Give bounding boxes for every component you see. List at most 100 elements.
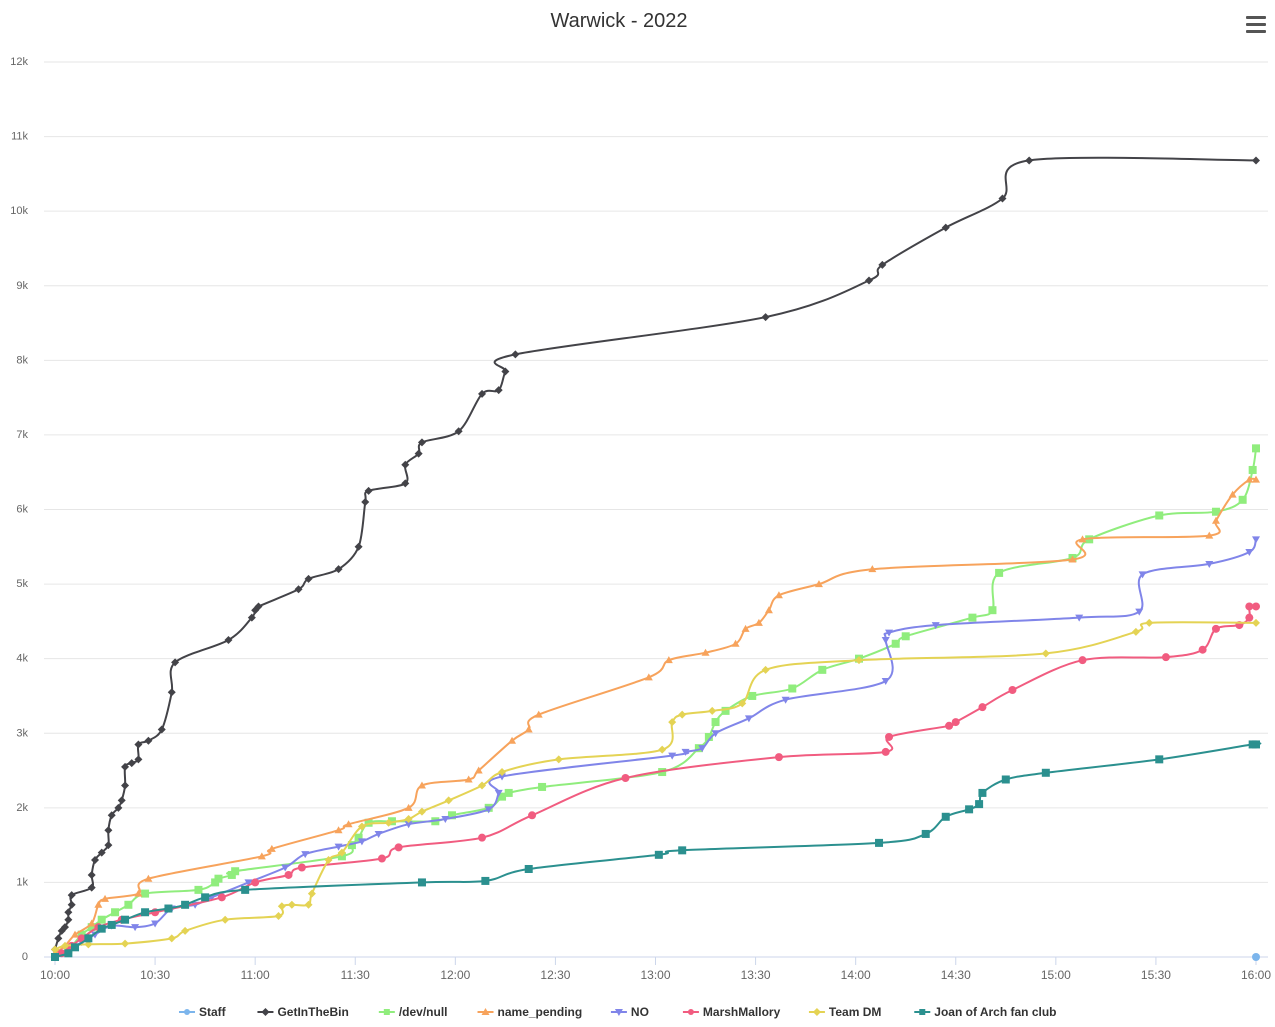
data-point[interactable] <box>1131 627 1140 636</box>
data-point[interactable] <box>1252 475 1260 483</box>
data-point[interactable] <box>1138 571 1147 579</box>
data-point[interactable] <box>221 915 230 924</box>
data-point[interactable] <box>97 924 106 933</box>
data-point[interactable] <box>87 923 96 932</box>
data-point[interactable] <box>144 736 153 745</box>
data-point[interactable] <box>538 782 547 791</box>
data-point[interactable] <box>1211 624 1220 633</box>
data-point[interactable] <box>444 796 453 805</box>
data-point[interactable] <box>764 606 773 614</box>
data-point[interactable] <box>67 900 76 909</box>
data-point[interactable] <box>901 632 910 641</box>
data-point[interactable] <box>781 696 790 704</box>
data-point[interactable] <box>721 706 730 715</box>
data-point[interactable] <box>868 565 877 573</box>
data-point[interactable] <box>357 822 366 831</box>
data-point[interactable] <box>364 486 373 495</box>
data-point[interactable] <box>394 843 403 852</box>
data-point[interactable] <box>668 718 677 727</box>
data-point[interactable] <box>708 706 717 715</box>
data-point[interactable] <box>1205 531 1214 539</box>
data-point[interactable] <box>87 870 96 879</box>
data-point[interactable] <box>694 744 703 753</box>
data-point[interactable] <box>121 781 130 790</box>
chart-menu-button[interactable] <box>1242 12 1270 40</box>
data-point[interactable] <box>181 926 190 935</box>
data-point[interactable] <box>508 736 517 744</box>
data-point[interactable] <box>501 367 510 376</box>
data-point[interactable] <box>1161 653 1170 662</box>
data-point[interactable] <box>474 766 483 774</box>
data-point[interactable] <box>354 833 363 842</box>
legend-marker[interactable] <box>183 1009 190 1015</box>
data-point[interactable] <box>931 622 940 630</box>
legend-item[interactable]: Team DM <box>808 1005 881 1019</box>
data-point[interactable] <box>968 613 977 622</box>
data-point[interactable] <box>241 885 250 894</box>
data-point[interactable] <box>654 850 663 859</box>
data-point[interactable] <box>304 900 313 909</box>
data-point[interactable] <box>1252 618 1260 627</box>
data-point[interactable] <box>478 389 487 398</box>
data-point[interactable] <box>121 762 130 771</box>
data-point[interactable] <box>464 775 473 783</box>
data-point[interactable] <box>121 939 130 948</box>
data-point[interactable] <box>64 949 73 958</box>
data-point[interactable] <box>104 826 113 835</box>
data-point[interactable] <box>965 805 974 814</box>
data-point[interactable] <box>294 585 303 594</box>
data-point[interactable] <box>1245 613 1254 622</box>
data-point[interactable] <box>134 889 143 897</box>
data-point[interactable] <box>51 953 59 961</box>
data-point[interactable] <box>194 885 203 894</box>
data-point[interactable] <box>1155 511 1164 520</box>
data-point[interactable] <box>494 386 503 395</box>
data-point[interactable] <box>51 945 59 954</box>
legend-marker[interactable] <box>687 1009 694 1015</box>
data-point[interactable] <box>257 852 266 860</box>
legend-item[interactable]: GetInTheBin <box>257 1005 349 1019</box>
data-point[interactable] <box>107 920 116 929</box>
data-point[interactable] <box>307 889 316 898</box>
data-point[interactable] <box>107 811 116 820</box>
data-point[interactable] <box>891 639 900 648</box>
data-point[interactable] <box>417 438 426 447</box>
data-point[interactable] <box>417 807 426 816</box>
data-point[interactable] <box>404 821 413 829</box>
data-point[interactable] <box>1041 649 1050 658</box>
data-point[interactable] <box>334 843 343 851</box>
data-point[interactable] <box>681 748 690 756</box>
data-point[interactable] <box>644 673 653 681</box>
data-point[interactable] <box>334 826 343 834</box>
data-point[interactable] <box>97 848 106 857</box>
data-point[interactable] <box>214 874 223 883</box>
data-point[interactable] <box>217 893 226 902</box>
data-point[interactable] <box>1068 555 1077 563</box>
data-point[interactable] <box>668 752 677 760</box>
legend-marker[interactable] <box>919 1009 926 1015</box>
data-point[interactable] <box>1155 755 1164 764</box>
data-point[interactable] <box>91 856 100 865</box>
data-point[interactable] <box>498 792 507 801</box>
data-point[interactable] <box>167 688 176 697</box>
data-point[interactable] <box>244 879 253 887</box>
data-point[interactable] <box>1252 156 1260 165</box>
data-point[interactable] <box>87 919 96 927</box>
data-point[interactable] <box>761 313 770 322</box>
legend-item[interactable]: Staff <box>178 1005 227 1019</box>
data-point[interactable] <box>484 806 493 814</box>
legend-marker[interactable] <box>261 1008 270 1016</box>
data-point[interactable] <box>524 864 533 873</box>
data-point[interactable] <box>301 851 310 859</box>
data-point[interactable] <box>978 703 987 712</box>
data-point[interactable] <box>1245 475 1254 483</box>
data-point[interactable] <box>878 260 887 269</box>
data-point[interactable] <box>1198 645 1207 654</box>
data-point[interactable] <box>61 941 70 950</box>
data-point[interactable] <box>678 710 687 719</box>
data-point[interactable] <box>1211 507 1220 516</box>
data-point[interactable] <box>141 908 150 917</box>
data-point[interactable] <box>1075 614 1084 622</box>
data-point[interactable] <box>134 740 143 749</box>
data-point[interactable] <box>941 812 950 821</box>
